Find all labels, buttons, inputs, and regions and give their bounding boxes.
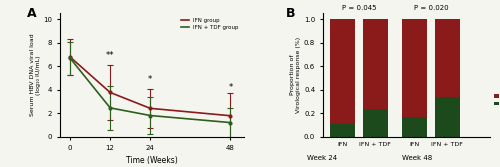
Legend: IFN group, IFN + TDF group: IFN group, IFN + TDF group [178, 16, 241, 32]
Text: Week 24: Week 24 [308, 155, 338, 161]
Text: *: * [228, 83, 232, 92]
Text: Week 48: Week 48 [402, 155, 432, 161]
Text: *: * [148, 75, 152, 84]
Bar [330, 19, 355, 124]
Text: P = 0.045: P = 0.045 [342, 5, 376, 11]
Y-axis label: Serum HBV DNA viral load
(log₁₀ IU/mL): Serum HBV DNA viral load (log₁₀ IU/mL) [30, 34, 40, 116]
Bar [363, 109, 388, 137]
Bar [402, 19, 427, 117]
Text: A: A [27, 7, 36, 20]
Bar [402, 117, 427, 137]
Text: P = 0.020: P = 0.020 [414, 5, 448, 11]
Legend: Non-virological response, virological response: Non-virological response, virological re… [492, 92, 500, 108]
Bar [363, 19, 388, 109]
Bar [330, 124, 355, 137]
Text: B: B [286, 7, 296, 20]
Bar [435, 19, 460, 97]
Text: **: ** [106, 51, 114, 60]
Bar [435, 97, 460, 137]
Y-axis label: Proportion of
Virological response (%): Proportion of Virological response (%) [290, 37, 301, 113]
X-axis label: Time (Weeks): Time (Weeks) [126, 156, 178, 165]
